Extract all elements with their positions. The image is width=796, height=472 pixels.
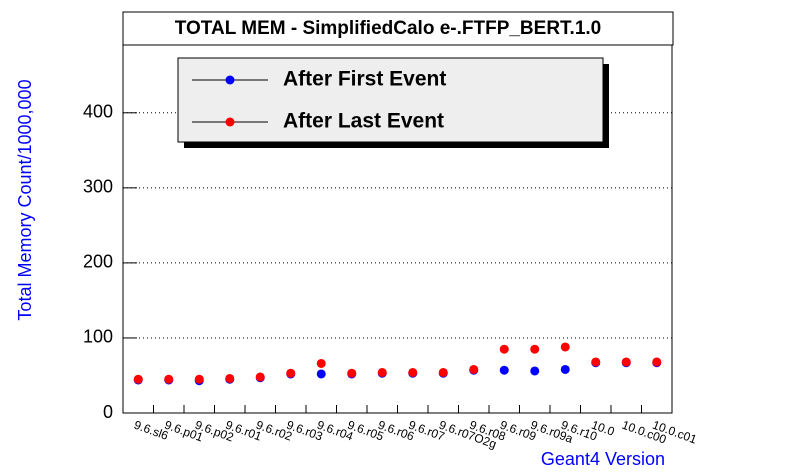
point [499,365,509,375]
point [347,368,357,378]
y-tick-label: 200 [83,252,113,272]
y-axis-label: Total Memory Count/1000,000 [15,79,35,320]
y-tick-label: 400 [83,102,113,122]
point [255,372,265,382]
point [530,344,540,354]
point [469,364,479,374]
point [499,344,509,354]
point [225,373,235,383]
point [621,357,631,367]
point [133,374,143,384]
point [164,374,174,384]
point [652,357,662,367]
point [591,357,601,367]
legend-label: After First Event [283,68,446,91]
y-tick-label: 100 [83,327,113,347]
y-tick-label: 0 [103,402,113,422]
point [194,374,204,384]
title-box [122,11,674,46]
y-tick-label: 300 [83,177,113,197]
chart-title: TOTAL MEM - SimplifiedCalo e-.FTFP_BERT.… [175,18,602,39]
legend-label: After Last Event [283,110,444,133]
point [560,342,570,352]
legend-marker [225,75,235,85]
point [286,368,296,378]
legend-marker [225,117,235,127]
point [560,364,570,374]
point [408,367,418,377]
point [438,367,448,377]
point [377,367,387,377]
point [316,369,326,379]
point [530,366,540,376]
legend-box [177,57,604,143]
x-axis-label: Geant4 Version [541,449,665,469]
point [316,358,326,368]
